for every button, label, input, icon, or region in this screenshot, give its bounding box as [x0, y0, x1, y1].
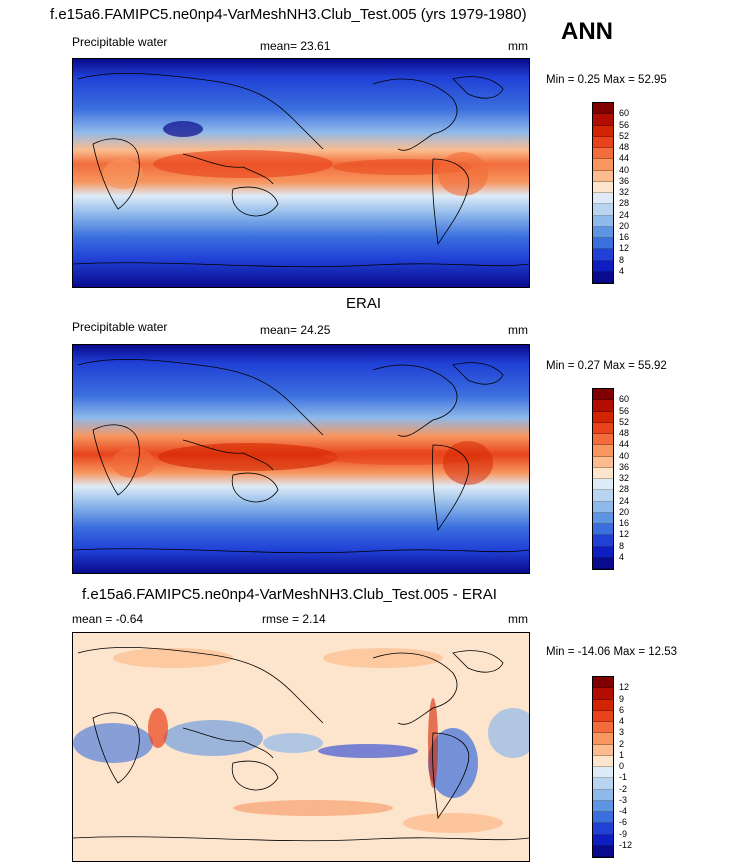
- panel1-variable-label: Precipitable water: [72, 35, 168, 49]
- colorbar-tick: 0: [619, 761, 625, 771]
- panel2-subtitle: ERAI: [346, 295, 382, 312]
- colorbar-tick: 8: [619, 540, 625, 551]
- colorbar-tick: 48: [619, 142, 630, 152]
- colorbar-tick: 9: [619, 693, 625, 704]
- colorbar-tick: 36: [619, 461, 630, 472]
- colorbar-tick: -1: [619, 772, 628, 783]
- colorbar-tick: 36: [619, 175, 630, 186]
- colorbar-tick: 60: [619, 394, 630, 405]
- panel2-minmax-label: Min = 0.27 Max = 55.92: [546, 360, 667, 372]
- panel3-minmax-label: Min = -14.06 Max = 12.53: [546, 646, 678, 658]
- colorbar-tick: 44: [619, 153, 630, 164]
- panel3-subtitle: f.e15a6.FAMIPC5.ne0np4-VarMeshNH3.Club_T…: [82, 586, 497, 603]
- colorbar-tick: 56: [619, 119, 630, 130]
- panel1-map-canvas: [73, 59, 529, 287]
- colorbar-tick: 24: [619, 209, 630, 220]
- colorbar-tick: 12: [619, 529, 630, 540]
- colorbar-tick: 24: [619, 495, 630, 506]
- page-title: f.e15a6.FAMIPC5.ne0np4-VarMeshNH3.Club_T…: [50, 6, 527, 23]
- colorbar-tick: 32: [619, 187, 630, 197]
- panel3-map-canvas: [73, 633, 529, 861]
- panel2-colorbar-ticks: 60 56 52 48 44 40 36 32 28 24 20 16 12 8…: [619, 388, 643, 568]
- panel2-variable-label: Precipitable water: [72, 320, 168, 334]
- panel3-mean-label: mean = -0.64: [72, 612, 144, 626]
- colorbar-tick: 28: [619, 484, 630, 495]
- colorbar-tick: 20: [619, 220, 630, 231]
- panel1-minmax-label: Min = 0.25 Max = 52.95: [546, 74, 667, 86]
- panel1-units-label: mm: [508, 39, 528, 53]
- colorbar-tick: -12: [619, 839, 633, 850]
- panel3-map: [72, 632, 530, 862]
- panel1-colorbar-ticks: 60 56 52 48 44 40 36 32 28 24 20 16 12 8…: [619, 102, 643, 282]
- colorbar-tick: 52: [619, 130, 630, 141]
- colorbar-tick: 20: [619, 506, 630, 517]
- colorbar-tick: 1: [619, 749, 625, 760]
- panel3-units-label: mm: [508, 612, 528, 626]
- colorbar-tick: 32: [619, 473, 630, 483]
- season-label: ANN: [561, 18, 613, 45]
- colorbar-tick: 4: [619, 265, 625, 276]
- colorbar-tick: 60: [619, 108, 630, 119]
- colorbar-tick: -3: [619, 794, 628, 805]
- colorbar-tick: 8: [619, 254, 625, 265]
- colorbar-tick: 40: [619, 450, 630, 461]
- panel1-colorbar: [592, 102, 614, 284]
- panel1-map: [72, 58, 530, 288]
- colorbar-tick: 28: [619, 198, 630, 209]
- colorbar-tick: -9: [619, 828, 628, 839]
- colorbar-tick: 12: [619, 243, 630, 254]
- colorbar-tick: 2: [619, 738, 625, 749]
- colorbar-tick: 6: [619, 704, 625, 715]
- panel3-colorbar-ticks: 12 9 6 4 3 2 1 0 -1 -2 -3 -4 -6 -9 -12: [619, 676, 643, 856]
- colorbar-tick: 52: [619, 416, 630, 427]
- colorbar-tick: 16: [619, 518, 630, 528]
- colorbar-tick: 12: [619, 682, 630, 693]
- colorbar-tick: -6: [619, 817, 628, 828]
- panel2-colorbar: [592, 388, 614, 570]
- panel3-colorbar: [592, 676, 614, 858]
- colorbar-tick: 3: [619, 727, 625, 738]
- colorbar-tick: 16: [619, 232, 630, 242]
- panel2-map-canvas: [73, 345, 529, 573]
- colorbar-tick: -4: [619, 806, 628, 816]
- panel1-mean-label: mean= 23.61: [260, 39, 331, 53]
- colorbar-tick: 48: [619, 428, 630, 438]
- colorbar-tick: -2: [619, 783, 628, 794]
- colorbar-tick: 56: [619, 405, 630, 416]
- colorbar-tick: 44: [619, 439, 630, 450]
- colorbar-tick: 40: [619, 164, 630, 175]
- panel2-map: [72, 344, 530, 574]
- colorbar-tick: 4: [619, 716, 625, 726]
- panel2-units-label: mm: [508, 323, 528, 337]
- panel3-rmse-label: rmse = 2.14: [262, 612, 326, 626]
- panel2-mean-label: mean= 24.25: [260, 323, 331, 337]
- colorbar-tick: 4: [619, 551, 625, 562]
